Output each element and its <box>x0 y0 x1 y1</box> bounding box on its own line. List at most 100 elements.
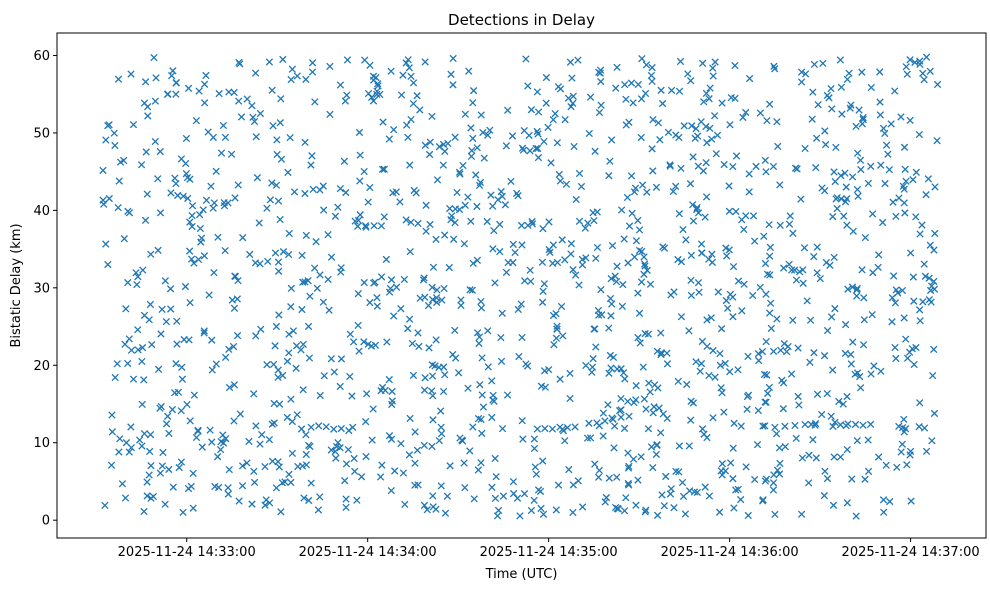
detection-point <box>484 131 492 139</box>
detection-point <box>258 430 266 439</box>
detection-point <box>208 336 216 344</box>
detection-point <box>766 271 774 279</box>
detection-point <box>457 301 465 310</box>
detection-point <box>660 244 669 252</box>
detection-point <box>547 159 555 167</box>
detection-point <box>277 95 285 103</box>
detection-point <box>597 285 605 294</box>
detection-point <box>919 298 927 306</box>
detection-point <box>217 149 226 157</box>
detection-point <box>522 360 530 368</box>
detection-point <box>380 165 389 173</box>
y-tick-label: 50 <box>33 126 50 141</box>
detection-point <box>268 86 276 94</box>
detection-point <box>912 168 920 176</box>
detection-point <box>428 442 436 451</box>
detection-point <box>702 159 710 167</box>
detection-point <box>175 463 183 472</box>
detection-point <box>166 285 175 293</box>
detection-point <box>343 91 351 99</box>
detection-point <box>473 256 482 264</box>
detection-point <box>197 238 205 246</box>
detection-point <box>928 437 936 445</box>
detection-point <box>843 221 851 229</box>
detection-point <box>930 409 939 418</box>
detection-point <box>859 421 867 429</box>
detection-point <box>683 380 691 389</box>
detection-point <box>765 220 773 229</box>
detection-point <box>279 248 288 256</box>
detection-point <box>858 68 866 76</box>
detection-point <box>540 280 548 288</box>
detection-point <box>524 82 532 90</box>
detection-point <box>125 335 133 343</box>
detection-point <box>916 317 924 325</box>
detection-point <box>158 305 166 314</box>
detection-point <box>820 491 829 500</box>
detection-point <box>420 274 428 282</box>
detection-point <box>667 485 675 493</box>
detection-point <box>743 405 751 413</box>
detection-point <box>230 88 238 97</box>
detection-point <box>922 53 931 61</box>
detection-point <box>586 434 595 442</box>
detection-point <box>767 324 775 333</box>
detection-point <box>853 369 862 377</box>
detection-point <box>730 504 738 512</box>
detection-point <box>189 469 197 478</box>
detection-point <box>216 445 225 454</box>
detection-point <box>624 397 632 406</box>
detection-point <box>424 301 433 310</box>
detection-point <box>564 94 573 102</box>
detection-point <box>758 347 767 356</box>
detection-point <box>722 244 730 252</box>
detection-point <box>897 113 905 121</box>
detection-point <box>679 492 688 501</box>
detection-point <box>336 382 344 391</box>
detection-point <box>461 201 469 209</box>
detection-point <box>290 188 299 196</box>
detection-point <box>716 361 725 369</box>
detection-point <box>217 437 225 446</box>
detection-point <box>514 305 522 314</box>
detection-point <box>769 162 778 171</box>
detection-point <box>274 267 283 275</box>
detection-point <box>497 357 506 366</box>
detection-point <box>164 412 172 420</box>
detection-point <box>657 349 665 357</box>
detection-point <box>208 438 216 446</box>
detection-point <box>143 492 151 500</box>
detection-point <box>833 204 841 213</box>
detection-point <box>439 387 448 396</box>
detection-point <box>629 99 637 107</box>
detection-point <box>272 181 281 189</box>
detection-point <box>362 418 370 426</box>
detection-point <box>702 193 711 201</box>
detection-point <box>520 490 529 498</box>
detection-point <box>351 217 359 225</box>
detection-point <box>413 446 422 454</box>
detection-point <box>559 332 567 340</box>
x-tick-label: 2025-11-24 14:33:00 <box>118 545 256 560</box>
detection-point <box>762 168 770 176</box>
detection-point <box>770 471 778 479</box>
detection-point <box>606 294 615 303</box>
detection-point <box>885 165 894 174</box>
detection-point <box>853 286 861 294</box>
detection-point <box>765 383 774 392</box>
detection-point <box>634 80 642 89</box>
detection-point <box>484 363 492 371</box>
detection-point <box>102 136 110 144</box>
detection-point <box>837 83 846 91</box>
detection-point <box>392 283 401 291</box>
detection-point <box>405 64 413 72</box>
detection-point <box>346 330 354 338</box>
detection-point <box>169 67 177 75</box>
detection-point <box>212 360 220 368</box>
detection-point <box>277 155 286 163</box>
detection-point <box>581 224 589 232</box>
detection-point <box>891 343 899 352</box>
detection-point <box>264 257 272 266</box>
detection-point <box>437 482 445 490</box>
detection-point <box>552 506 560 514</box>
